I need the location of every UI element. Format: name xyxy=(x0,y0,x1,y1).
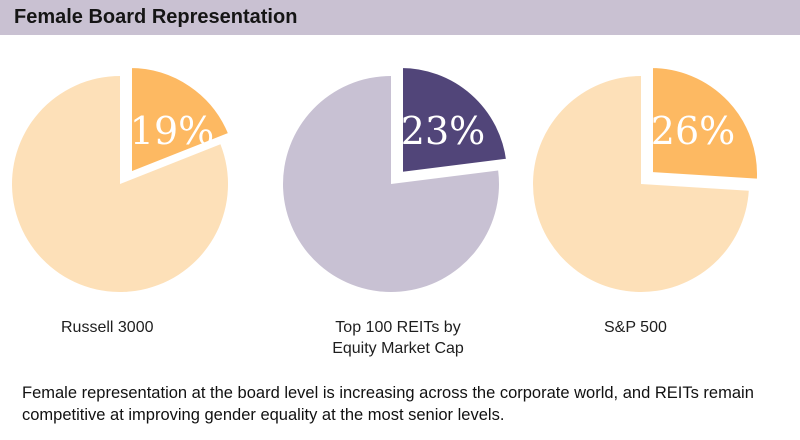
header-bar: Female Board Representation xyxy=(0,0,800,35)
pie-slice-other-sp-500 xyxy=(533,76,749,293)
pie-value-label-top-100-reits: 23% xyxy=(401,109,485,153)
caption-text: Female representation at the board level… xyxy=(22,384,754,424)
pie-label-sp-500: S&P 500 xyxy=(604,319,667,336)
pie-slice-other-top-100-reits xyxy=(283,76,500,292)
pie-label-russell-3000: Russell 3000 xyxy=(61,319,154,336)
pie-label-line-1: Top 100 REITs by xyxy=(335,319,461,336)
pie-value-label-sp-500: 26% xyxy=(651,109,735,153)
pie-value-label-russell-3000: 19% xyxy=(130,109,214,153)
pie-label-line-2: Equity Market Cap xyxy=(332,340,464,357)
pie-slice-female-sp-500 xyxy=(649,63,761,183)
pie-label-top-100-reits: Top 100 REITs by Equity Market Cap xyxy=(318,317,478,359)
pie-slice-female-top-100-reits xyxy=(399,63,511,177)
pie-slice-female-russell-3000 xyxy=(128,63,234,177)
pie-slice-other-russell-3000 xyxy=(12,76,229,292)
page-title: Female Board Representation xyxy=(14,6,298,28)
